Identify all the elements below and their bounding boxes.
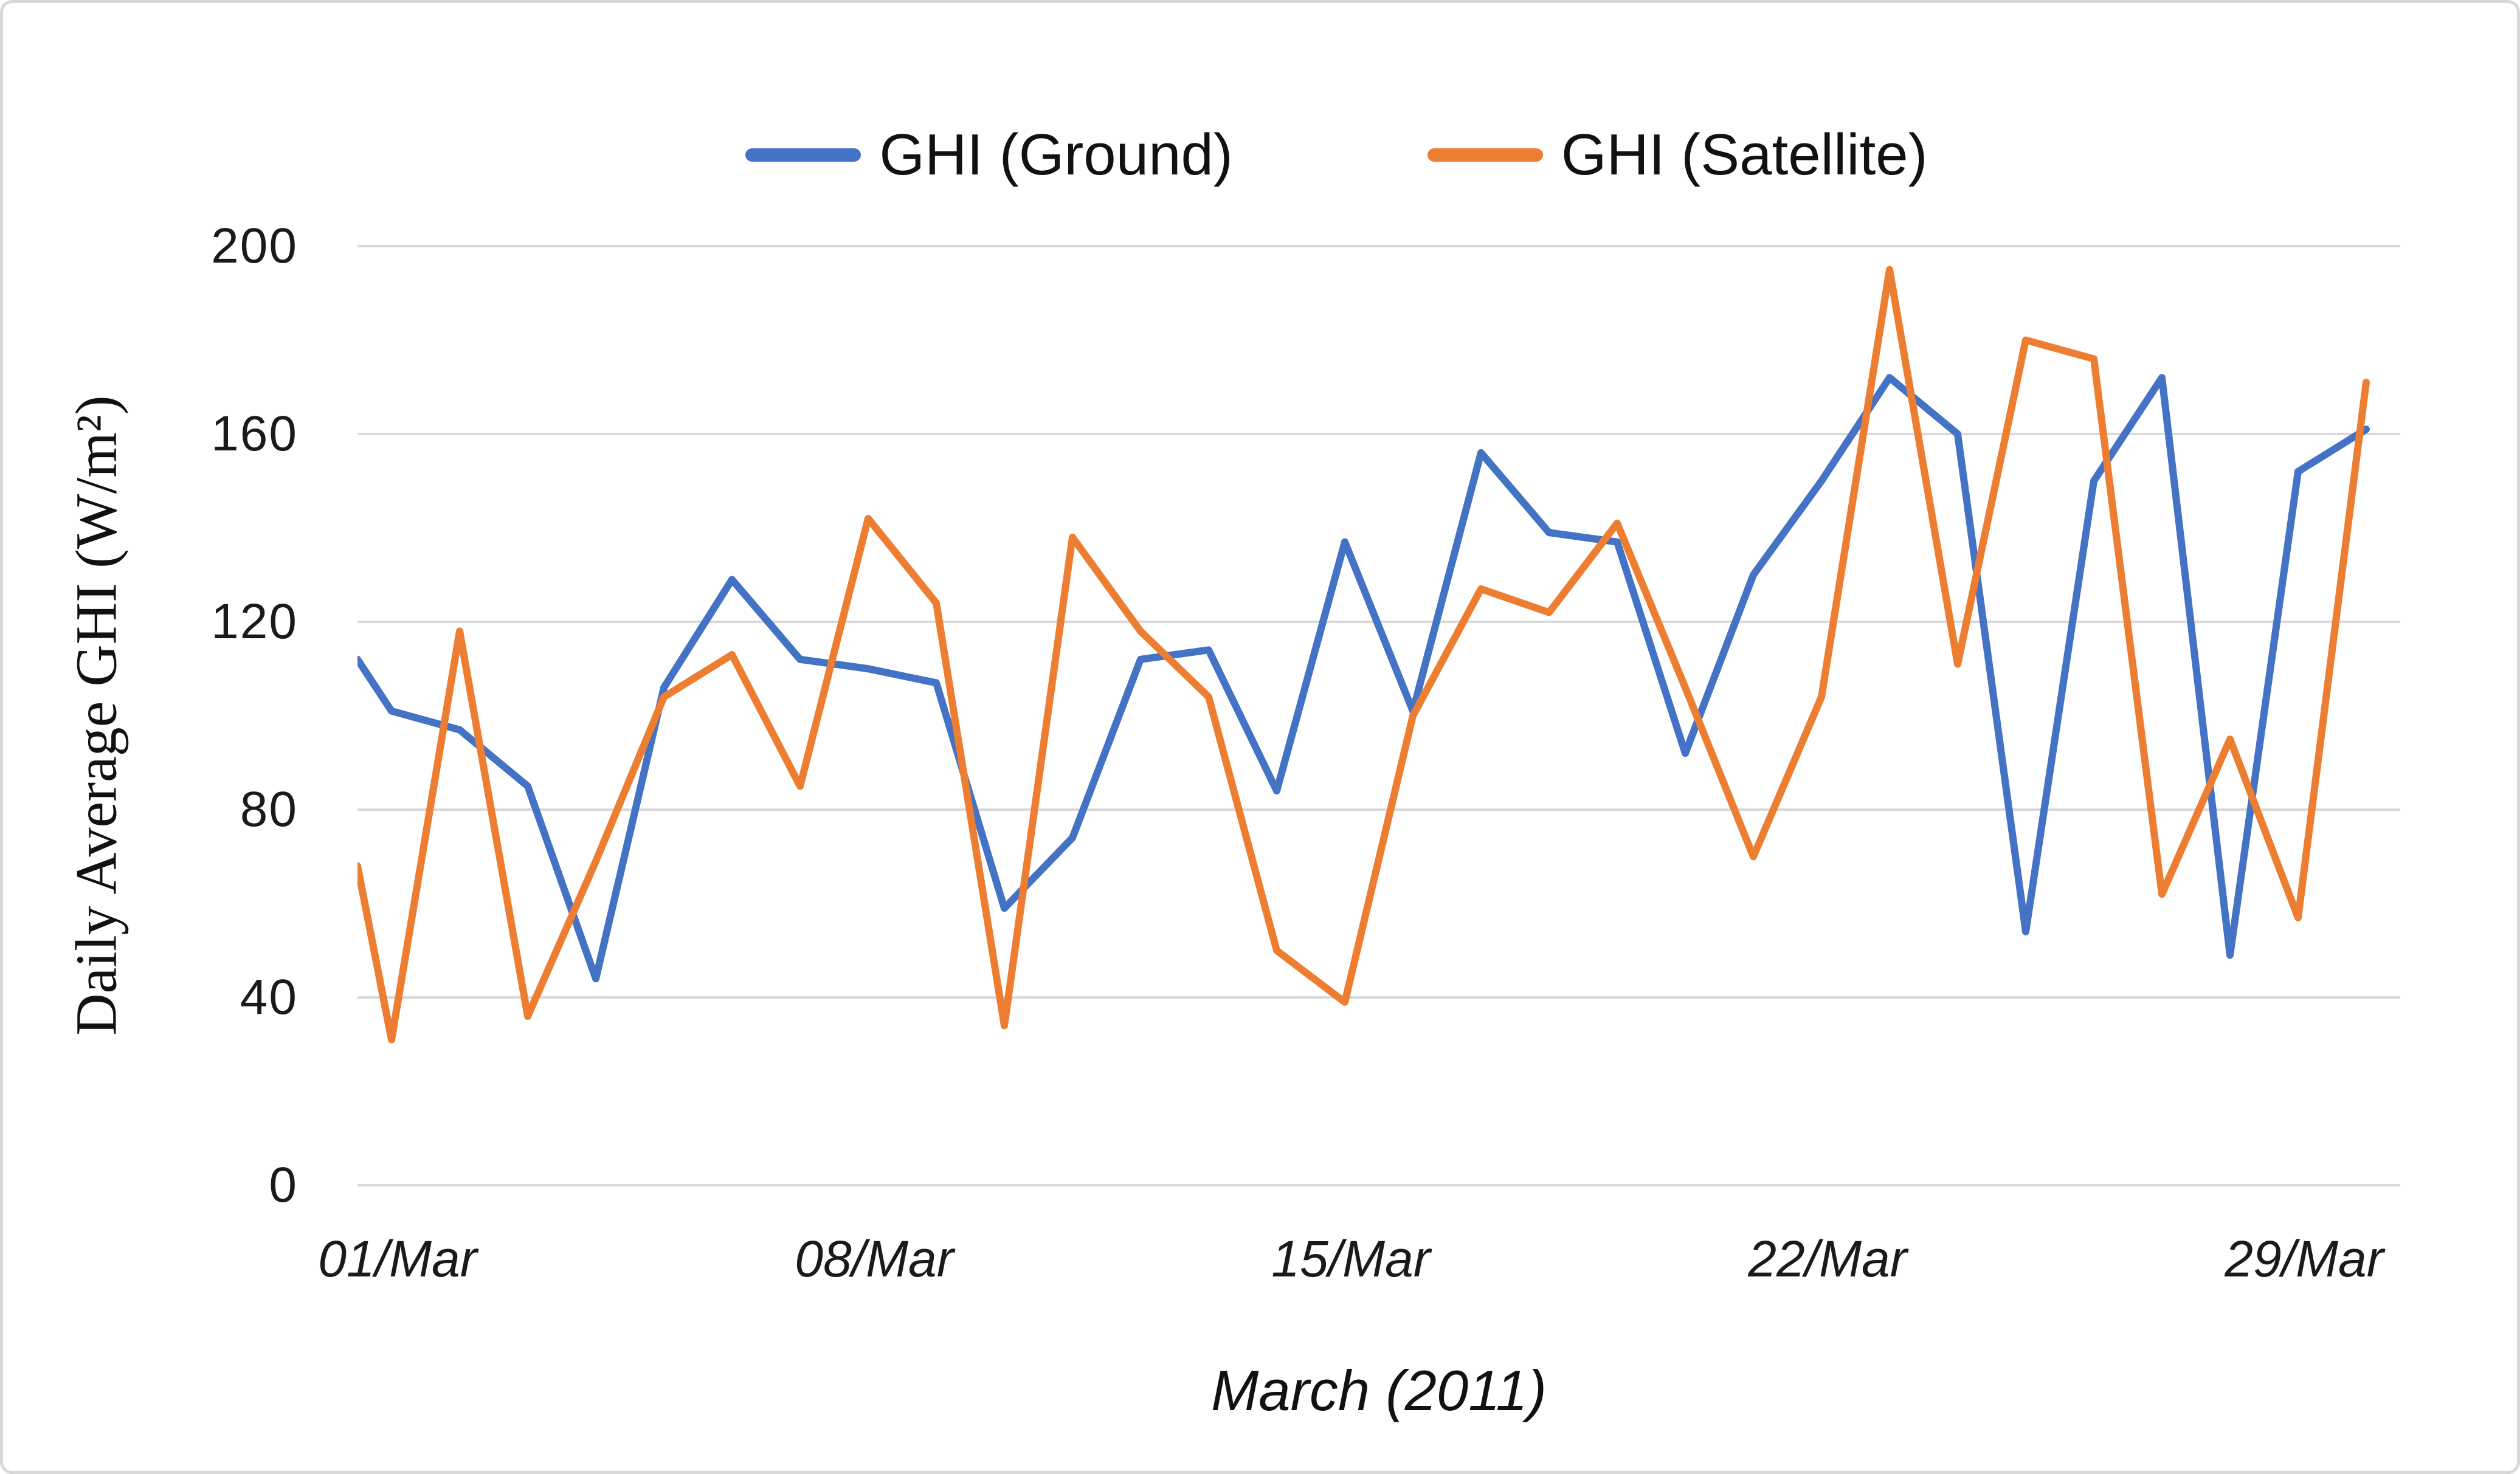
y-tick-200: 200 (211, 218, 298, 274)
line-ghi-satellite- (357, 266, 2370, 1044)
legend-label-satellite: GHI (Satellite) (1561, 122, 1928, 187)
series-lines (357, 266, 2370, 1044)
x-tick-29mar: 29/Mar (2225, 1230, 2384, 1287)
x-tick-22mar: 22/Mar (1748, 1230, 1907, 1287)
line-ghi-ground- (357, 374, 2370, 983)
y-tick-0: 0 (269, 1157, 298, 1213)
y-gridlines (357, 245, 2400, 1186)
x-tick-01mar: 01/Mar (318, 1230, 477, 1287)
y-tick-40: 40 (240, 969, 298, 1025)
y-tick-160: 160 (211, 406, 298, 461)
x-tick-08mar: 08/Mar (795, 1230, 954, 1287)
x-tick-15mar: 15/Mar (1271, 1230, 1431, 1287)
legend: GHI (Ground) GHI (Satellite) (153, 109, 2520, 201)
satellite-line-swatch (1427, 148, 1543, 162)
y-tick-80: 80 (240, 782, 298, 837)
y-axis-title: Daily Average GHI (W/m²) (63, 395, 129, 1036)
y-tick-120: 120 (211, 594, 298, 649)
legend-item-ground: GHI (Ground) (745, 122, 1233, 187)
legend-label-ground: GHI (Ground) (879, 122, 1233, 187)
x-axis-title: March (2011) (1210, 1359, 1547, 1422)
ground-line-swatch (745, 148, 861, 162)
legend-item-satellite: GHI (Satellite) (1427, 126, 1928, 184)
